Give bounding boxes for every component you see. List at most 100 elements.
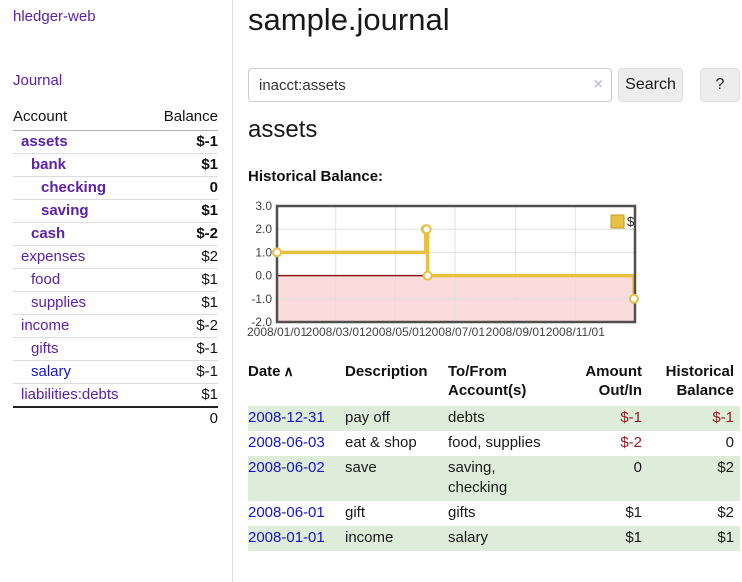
transaction-amount: $1 xyxy=(625,504,642,521)
amount-column-header: Amount Out/In xyxy=(585,363,642,399)
date-column-header[interactable]: Date ∧ xyxy=(248,363,294,380)
accounts-balance-table: Account Balance assets $-1 bank $1 check… xyxy=(13,106,218,430)
balance-column-header: Historical Balance xyxy=(665,363,734,399)
account-balance: $-2 xyxy=(148,314,218,338)
account-link[interactable]: checking xyxy=(41,179,107,196)
transaction-accounts: debts xyxy=(448,409,485,426)
transaction-date-link[interactable]: 2008-01-01 xyxy=(248,529,325,546)
account-balance: $1 xyxy=(201,386,218,403)
account-link[interactable]: bank xyxy=(31,156,67,173)
svg-text:1.0: 1.0 xyxy=(255,245,272,259)
account-balance: $1 xyxy=(148,268,218,292)
clear-search-icon[interactable]: × xyxy=(593,76,603,93)
sort-ascending-icon: ∧ xyxy=(283,363,294,379)
page-title: sample.journal xyxy=(248,2,450,37)
transaction-date-link[interactable]: 2008-06-02 xyxy=(248,459,325,476)
svg-text:$: $ xyxy=(627,214,635,229)
transaction-row: 2008-06-03 eat & shop food, supplies $-2… xyxy=(248,431,740,456)
account-link[interactable]: assets xyxy=(21,133,68,150)
tofrom-column-header: To/From Account(s) xyxy=(448,363,527,399)
chart-title: Historical Balance: xyxy=(248,168,384,185)
account-link[interactable]: food xyxy=(31,271,61,288)
transaction-row: 2008-06-02 save saving, checking 0 $2 xyxy=(248,456,740,501)
svg-text:2008/01/01: 2008/01/01 xyxy=(247,325,307,339)
transaction-amount: $1 xyxy=(625,529,642,546)
sidebar: hledger-web Journal Account Balance asse… xyxy=(0,0,233,582)
account-link[interactable]: expenses xyxy=(21,248,86,265)
app-title-link[interactable]: hledger-web xyxy=(13,8,96,25)
account-link[interactable]: gifts xyxy=(31,340,59,357)
svg-text:2.0: 2.0 xyxy=(255,222,272,236)
chart-canvas: 3.0 2.0 1.0 0.0 -1.0 -2.02008/01/012008/03/01… xyxy=(247,199,639,339)
transaction-row: 2008-01-01 income salary $1 $1 xyxy=(248,526,740,551)
sidebar-item-journal[interactable]: Journal xyxy=(13,72,63,89)
svg-text:3.0: 3.0 xyxy=(255,199,272,213)
register-header-row: Date ∧ Description To/From Account(s) Amou… xyxy=(248,360,740,406)
account-heading: assets xyxy=(248,116,318,143)
transaction-row: 2008-12-31 pay off debts $-1 $-1 xyxy=(248,406,740,431)
register-table: Date ∧ Description To/From Account(s) Amou… xyxy=(248,360,740,551)
search-input[interactable] xyxy=(248,68,612,102)
svg-text:0.0: 0.0 xyxy=(255,269,272,283)
help-button[interactable]: ? xyxy=(700,68,740,102)
account-row: saving $1 xyxy=(13,199,218,223)
account-link[interactable]: supplies xyxy=(31,294,87,311)
svg-text:-1.0: -1.0 xyxy=(251,292,272,306)
search-bar: × Search ? xyxy=(248,68,742,102)
transaction-amount: $-2 xyxy=(620,434,642,451)
transaction-accounts: gifts xyxy=(448,504,476,521)
search-button[interactable]: Search xyxy=(618,68,683,102)
account-link[interactable]: cash xyxy=(31,225,66,242)
account-link[interactable]: liabilities:debts xyxy=(21,386,119,403)
account-balance: $1 xyxy=(148,291,218,315)
transaction-description: save xyxy=(345,459,377,476)
account-link[interactable]: income xyxy=(21,317,70,334)
svg-text:2008/05/01: 2008/05/01 xyxy=(365,325,425,339)
svg-text:2008/09/01: 2008/09/01 xyxy=(486,325,546,339)
account-balance: $1 xyxy=(148,199,218,223)
transaction-description: eat & shop xyxy=(345,434,417,451)
historical-balance-chart: 3.0 2.0 1.0 0.0 -1.0 -2.0 2008/01/01 2008/03/01… xyxy=(246,198,646,340)
transaction-description: gift xyxy=(345,504,366,521)
account-balance: $-1 xyxy=(148,337,218,361)
transaction-balance: $1 xyxy=(717,529,734,546)
account-balance: $-2 xyxy=(148,222,218,246)
transaction-description: pay off xyxy=(345,409,390,426)
main-content: sample.journal × Search ? assets Histori… xyxy=(246,0,742,582)
account-balance: $-1 xyxy=(148,360,218,384)
account-row: gifts $-1 xyxy=(13,337,218,361)
svg-text:-2.0: -2.0 xyxy=(251,315,272,329)
account-row: checking 0 xyxy=(13,176,218,200)
transaction-date-link[interactable]: 2008-12-31 xyxy=(248,409,325,426)
svg-text:2008/03/01: 2008/03/01 xyxy=(306,325,366,339)
account-row: expenses $2 xyxy=(13,245,218,269)
accounts-total-value: 0 xyxy=(148,406,218,430)
account-row: salary $-1 xyxy=(13,360,218,384)
account-row: bank $1 xyxy=(13,153,218,177)
account-column-header: Account xyxy=(13,106,149,131)
transaction-balance: 0 xyxy=(725,434,734,451)
account-link[interactable]: saving xyxy=(41,202,89,219)
transaction-accounts: saving, checking xyxy=(448,459,508,496)
account-row: food $1 xyxy=(13,268,218,292)
transaction-balance: $2 xyxy=(717,459,734,476)
account-row: income $-2 xyxy=(13,314,218,338)
accounts-header-row: Account Balance xyxy=(13,106,218,131)
transaction-accounts: food, supplies xyxy=(448,434,541,451)
account-link[interactable]: salary xyxy=(31,363,72,380)
description-column-header: Description xyxy=(345,363,428,380)
transaction-amount: $-1 xyxy=(620,409,642,426)
transaction-date-link[interactable]: 2008-06-03 xyxy=(248,434,325,451)
transaction-row: 2008-06-01 gift gifts $1 $2 xyxy=(248,501,740,526)
account-row: assets $-1 xyxy=(13,130,218,154)
svg-text:2008/07/01: 2008/07/01 xyxy=(425,325,485,339)
svg-text:2008/11/01: 2008/11/01 xyxy=(546,325,605,339)
transaction-accounts: salary xyxy=(448,529,489,546)
account-balance: 0 xyxy=(148,176,218,200)
transaction-date-link[interactable]: 2008-06-01 xyxy=(248,504,325,521)
account-balance: $1 xyxy=(148,153,218,177)
balance-column-header: Balance xyxy=(148,106,218,131)
account-balance: $-1 xyxy=(148,130,218,154)
account-row: supplies $1 xyxy=(13,291,218,315)
transaction-balance: $2 xyxy=(717,504,734,521)
